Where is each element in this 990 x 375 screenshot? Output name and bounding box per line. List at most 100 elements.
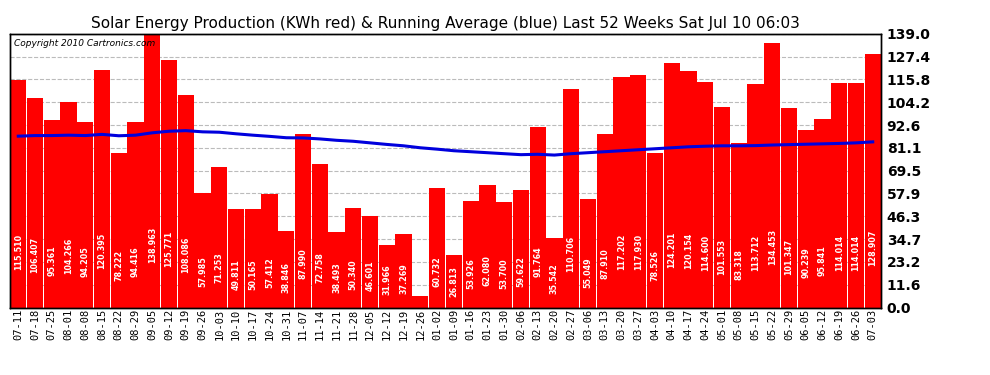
Bar xyxy=(44,120,60,308)
Bar xyxy=(379,244,395,308)
Text: 117.930: 117.930 xyxy=(634,234,643,270)
Text: 125.771: 125.771 xyxy=(164,231,173,267)
Text: 120.154: 120.154 xyxy=(684,233,693,269)
Bar xyxy=(429,188,446,308)
Text: 120.395: 120.395 xyxy=(98,233,107,269)
Text: 59.622: 59.622 xyxy=(517,256,526,287)
Bar xyxy=(513,190,529,308)
Bar xyxy=(747,84,763,308)
Bar xyxy=(462,201,479,308)
Title: Solar Energy Production (KWh red) & Running Average (blue) Last 52 Weeks Sat Jul: Solar Energy Production (KWh red) & Runn… xyxy=(91,16,800,31)
Bar xyxy=(764,43,780,308)
Text: 101.553: 101.553 xyxy=(718,238,727,274)
Text: 72.758: 72.758 xyxy=(316,252,325,283)
Text: 113.712: 113.712 xyxy=(751,235,760,271)
Bar xyxy=(731,143,746,308)
Text: 49.811: 49.811 xyxy=(232,259,241,290)
Bar xyxy=(815,119,831,308)
Bar xyxy=(161,60,177,308)
Text: 104.266: 104.266 xyxy=(64,237,73,274)
Bar xyxy=(530,127,545,308)
Bar xyxy=(697,82,714,308)
Bar xyxy=(211,167,228,308)
Bar xyxy=(479,185,496,308)
Text: 138.963: 138.963 xyxy=(148,227,156,264)
Text: 60.732: 60.732 xyxy=(433,256,442,286)
Text: Copyright 2010 Cartronics.com: Copyright 2010 Cartronics.com xyxy=(14,39,155,48)
Text: 124.201: 124.201 xyxy=(667,231,676,268)
Bar xyxy=(228,209,245,308)
Bar xyxy=(261,194,278,308)
Bar xyxy=(714,108,730,307)
Text: 95.841: 95.841 xyxy=(818,246,827,276)
Text: 71.253: 71.253 xyxy=(215,253,224,284)
Bar xyxy=(630,75,646,308)
Bar xyxy=(395,234,412,308)
Text: 128.907: 128.907 xyxy=(868,230,877,267)
Text: 95.361: 95.361 xyxy=(48,246,56,276)
Text: 91.764: 91.764 xyxy=(534,247,543,278)
Bar xyxy=(362,216,378,308)
Text: 78.526: 78.526 xyxy=(650,251,659,281)
Text: 38.493: 38.493 xyxy=(332,262,342,293)
Bar xyxy=(847,83,864,308)
Bar xyxy=(177,94,194,308)
Text: 83.318: 83.318 xyxy=(735,249,743,280)
Text: 46.601: 46.601 xyxy=(365,260,374,291)
Bar xyxy=(312,164,328,308)
Text: 94.416: 94.416 xyxy=(131,246,140,277)
Bar xyxy=(77,122,93,308)
Bar xyxy=(128,122,144,308)
Bar xyxy=(831,83,847,308)
Text: 114.014: 114.014 xyxy=(835,235,843,271)
Bar xyxy=(646,153,663,308)
Bar xyxy=(94,70,110,308)
Text: 114.600: 114.600 xyxy=(701,235,710,271)
Bar xyxy=(597,134,613,308)
Text: 110.706: 110.706 xyxy=(566,236,575,272)
Bar xyxy=(346,209,361,308)
Bar xyxy=(295,134,311,308)
Text: 53.700: 53.700 xyxy=(500,258,509,289)
Bar xyxy=(613,76,630,308)
Text: 38.846: 38.846 xyxy=(282,262,291,293)
Text: 87.990: 87.990 xyxy=(299,248,308,279)
Text: 78.222: 78.222 xyxy=(114,251,124,282)
Text: 106.407: 106.407 xyxy=(31,237,40,273)
Bar xyxy=(546,237,562,308)
Bar xyxy=(60,102,76,308)
Text: 37.269: 37.269 xyxy=(399,263,408,294)
Text: 53.926: 53.926 xyxy=(466,258,475,289)
Bar xyxy=(145,34,160,308)
Bar xyxy=(680,71,697,308)
Bar xyxy=(412,296,429,307)
Bar xyxy=(111,153,127,308)
Bar xyxy=(278,231,294,308)
Text: 57.985: 57.985 xyxy=(198,256,207,287)
Bar xyxy=(798,130,814,308)
Text: 26.813: 26.813 xyxy=(449,266,458,297)
Text: 114.014: 114.014 xyxy=(851,235,860,271)
Text: 117.202: 117.202 xyxy=(617,234,626,270)
Bar xyxy=(781,108,797,308)
Text: 115.510: 115.510 xyxy=(14,234,23,270)
Bar xyxy=(329,232,345,308)
Text: 62.080: 62.080 xyxy=(483,255,492,286)
Bar xyxy=(446,255,462,308)
Bar xyxy=(496,202,512,308)
Bar xyxy=(580,199,596,308)
Text: 90.239: 90.239 xyxy=(801,247,810,278)
Bar xyxy=(245,209,261,308)
Text: 87.910: 87.910 xyxy=(600,248,609,279)
Text: 101.347: 101.347 xyxy=(784,238,793,274)
Bar xyxy=(10,80,27,308)
Text: 31.966: 31.966 xyxy=(382,264,391,295)
Bar xyxy=(864,54,881,307)
Text: 94.205: 94.205 xyxy=(81,246,90,277)
Bar xyxy=(27,98,44,308)
Text: 50.165: 50.165 xyxy=(248,259,257,290)
Text: 55.049: 55.049 xyxy=(583,258,592,288)
Text: 50.340: 50.340 xyxy=(348,259,357,290)
Bar xyxy=(194,193,211,308)
Text: 35.542: 35.542 xyxy=(549,263,559,294)
